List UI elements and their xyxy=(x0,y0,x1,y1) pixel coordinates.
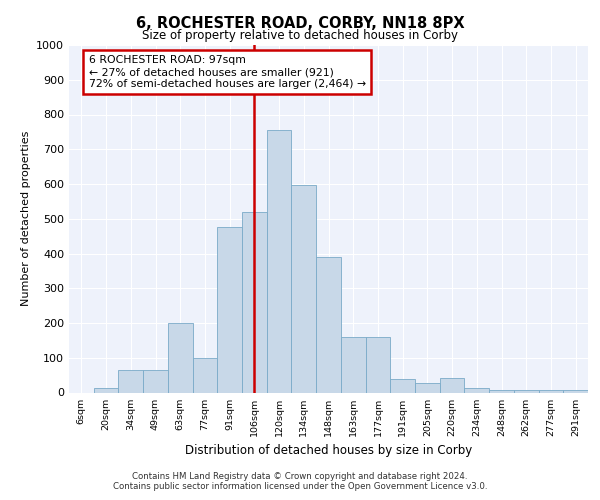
Bar xyxy=(143,370,168,392)
Bar xyxy=(539,390,563,392)
Bar xyxy=(514,390,539,392)
Bar xyxy=(316,257,341,392)
Bar xyxy=(267,130,292,392)
Bar xyxy=(390,378,415,392)
Text: Contains HM Land Registry data © Crown copyright and database right 2024.
Contai: Contains HM Land Registry data © Crown c… xyxy=(113,472,487,491)
Bar xyxy=(341,337,365,392)
Y-axis label: Number of detached properties: Number of detached properties xyxy=(20,131,31,306)
Bar xyxy=(489,390,514,392)
Text: Size of property relative to detached houses in Corby: Size of property relative to detached ho… xyxy=(142,29,458,42)
Bar xyxy=(118,370,143,392)
Bar xyxy=(94,388,118,392)
Bar xyxy=(217,228,242,392)
Bar xyxy=(193,358,217,392)
Text: 6, ROCHESTER ROAD, CORBY, NN18 8PX: 6, ROCHESTER ROAD, CORBY, NN18 8PX xyxy=(136,16,464,31)
X-axis label: Distribution of detached houses by size in Corby: Distribution of detached houses by size … xyxy=(185,444,472,457)
Bar xyxy=(365,337,390,392)
Bar xyxy=(415,383,440,392)
Text: 6 ROCHESTER ROAD: 97sqm
← 27% of detached houses are smaller (921)
72% of semi-d: 6 ROCHESTER ROAD: 97sqm ← 27% of detache… xyxy=(89,56,366,88)
Bar xyxy=(168,323,193,392)
Bar xyxy=(440,378,464,392)
Bar xyxy=(464,388,489,392)
Bar xyxy=(242,212,267,392)
Bar xyxy=(292,184,316,392)
Bar xyxy=(563,390,588,392)
